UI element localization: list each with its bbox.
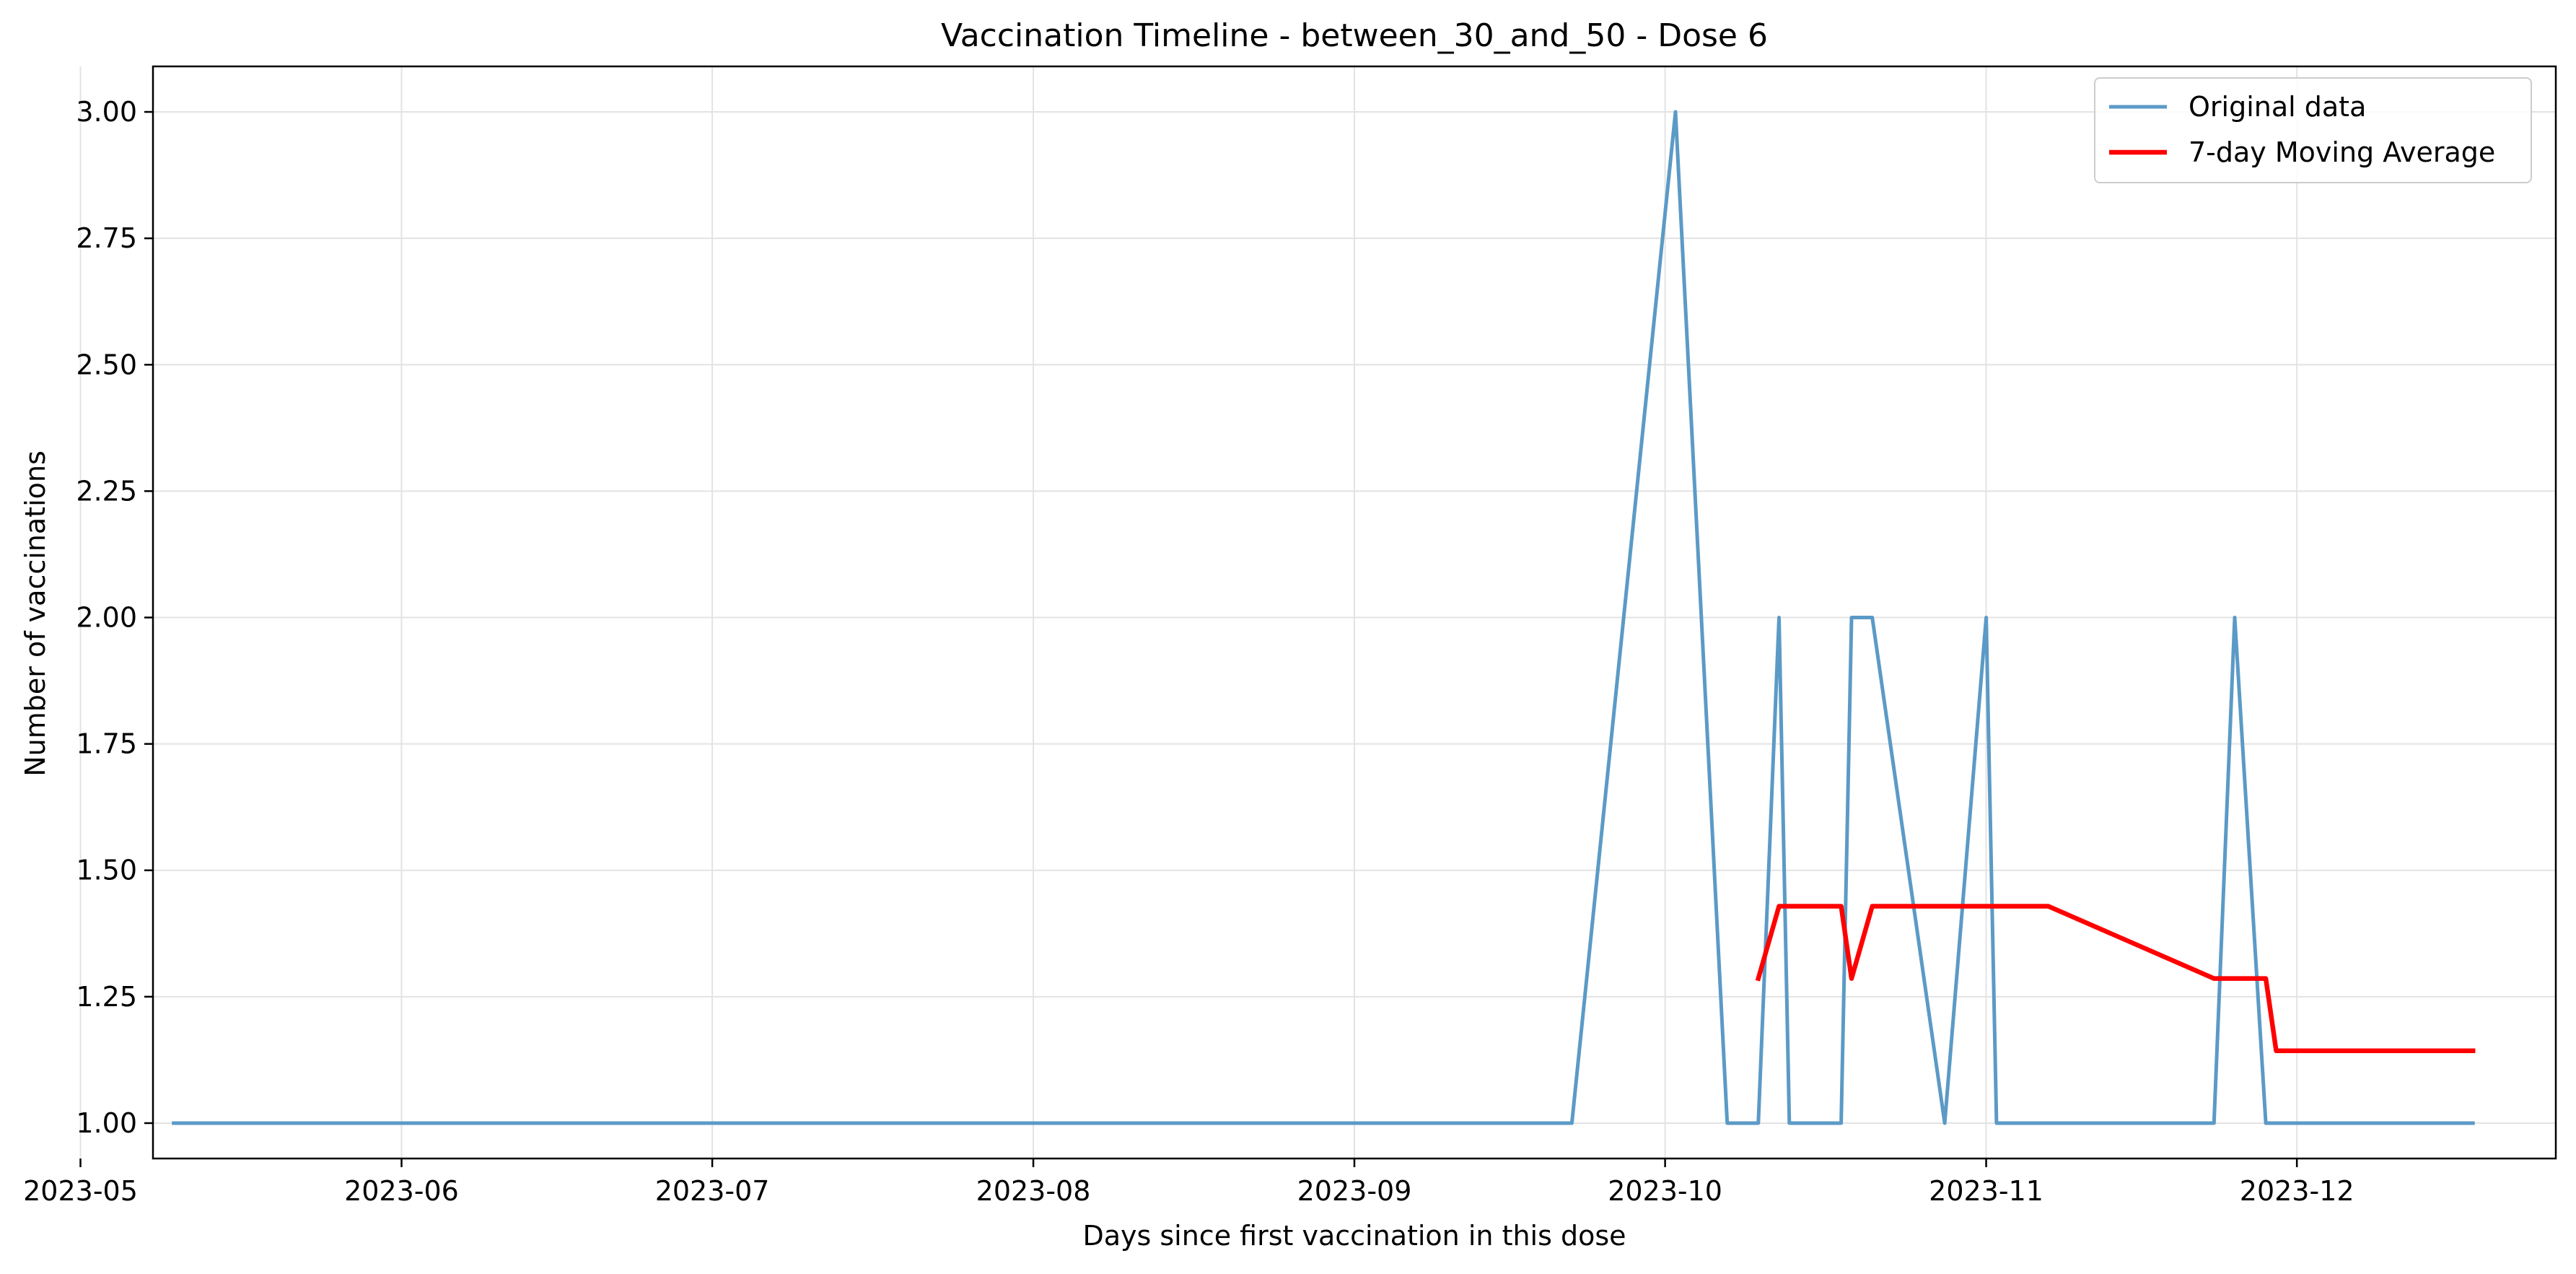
y-tick-label: 2.25 xyxy=(76,475,137,507)
legend: Original data 7-day Moving Average xyxy=(2094,77,2532,183)
y-tick-label: 3.00 xyxy=(76,96,137,128)
y-tick-label: 1.75 xyxy=(76,728,137,760)
x-axis: 2023-05 2023-06 2023-07 2023-08 2023-09 2023-… xyxy=(23,1159,2354,1207)
y-axis: 1.00 1.25 1.50 1.75 2.00 2.25 2.50 2.75 3.00 xyxy=(76,96,153,1139)
x-tick-label: 2023-10 xyxy=(1608,1175,1722,1207)
series-line-original-data xyxy=(172,110,2475,1125)
x-tick-label: 2023-12 xyxy=(2240,1175,2354,1207)
series-line-moving-average xyxy=(1755,904,2476,1054)
y-tick-label: 1.00 xyxy=(76,1107,137,1139)
y-tick-label: 1.50 xyxy=(76,855,137,886)
grid xyxy=(79,66,2556,1159)
x-tick-label: 2023-06 xyxy=(344,1175,459,1207)
legend-label: 7-day Moving Average xyxy=(2189,136,2495,168)
y-tick-label: 2.75 xyxy=(76,222,137,254)
y-tick-label: 2.50 xyxy=(76,349,137,380)
x-tick-label: 2023-07 xyxy=(655,1175,770,1207)
series-layer xyxy=(172,110,2476,1125)
chart-title: Vaccination Timeline - between_30_and_50… xyxy=(941,17,1768,54)
x-tick-label: 2023-05 xyxy=(23,1175,138,1207)
legend-box xyxy=(2094,77,2532,183)
x-tick-label: 2023-08 xyxy=(976,1175,1091,1207)
x-tick-label: 2023-09 xyxy=(1297,1175,1412,1207)
y-axis-label: Number of vaccinations xyxy=(19,450,51,777)
x-axis-label: Days since first vaccination in this dos… xyxy=(1082,1220,1626,1252)
y-tick-label: 1.25 xyxy=(76,981,137,1013)
x-tick-label: 2023-11 xyxy=(1929,1175,2043,1207)
legend-label: Original data xyxy=(2189,91,2366,123)
y-tick-label: 2.00 xyxy=(76,602,137,634)
